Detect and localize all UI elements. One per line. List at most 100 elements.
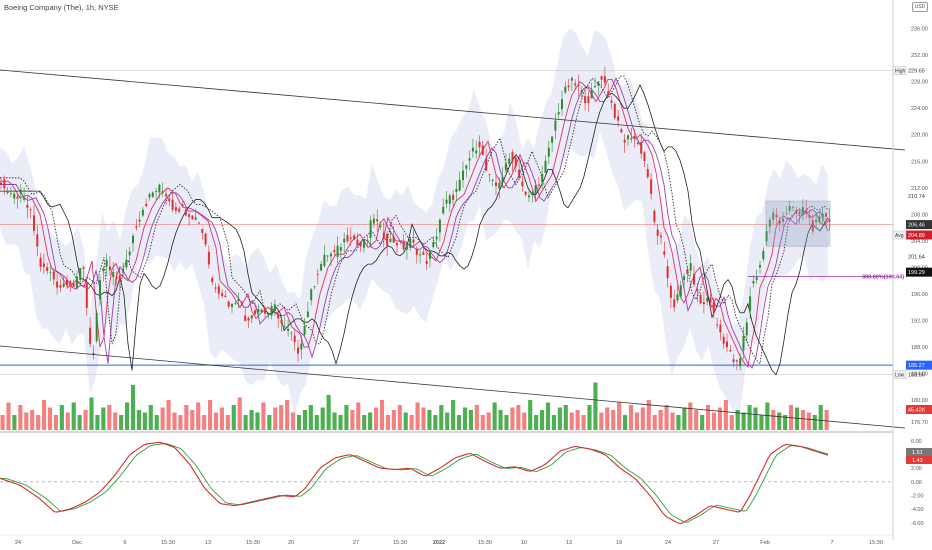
candle-body <box>419 254 422 256</box>
candle-body <box>92 352 95 355</box>
price-badge-label: High <box>895 69 906 75</box>
candle-body <box>594 86 596 88</box>
price-badge <box>906 267 932 277</box>
candle-body <box>739 358 742 367</box>
price-badge-tag <box>892 370 907 379</box>
candle-body <box>683 276 686 281</box>
candle-body <box>227 301 230 307</box>
volume-bar <box>516 405 521 430</box>
macd-panel: 6.004.002.000.00-2.00-4.00-6.001.511.43 <box>0 431 932 527</box>
candle-body <box>759 264 761 268</box>
volume-bar <box>480 415 485 430</box>
price-tick-label: 212.00 <box>911 186 928 192</box>
volume-bar <box>486 412 491 430</box>
volume-bar <box>130 385 136 430</box>
candle-body <box>224 295 227 298</box>
candle-body <box>828 218 831 223</box>
candle-body <box>132 235 134 244</box>
volume-bar <box>569 412 574 430</box>
macd-badge <box>906 456 932 464</box>
volume-bar <box>184 405 189 430</box>
candle-body <box>544 160 547 173</box>
candle-body <box>650 179 653 195</box>
candle-body <box>422 252 425 255</box>
volume-bar <box>706 405 711 430</box>
volume-bar <box>563 405 568 430</box>
candle-body <box>23 197 26 200</box>
candle-body <box>270 306 273 316</box>
candle-body <box>818 216 821 223</box>
volume-bar <box>178 415 183 430</box>
candle-body <box>778 220 781 224</box>
chart-title: Boeing Company (The), 1h, NYSE <box>4 3 119 12</box>
candle-body <box>297 347 299 354</box>
candle-body <box>330 253 332 257</box>
volume-bar <box>462 407 468 430</box>
volume-bar <box>285 400 290 430</box>
range-rectangle[interactable] <box>765 200 831 247</box>
volume-bar <box>125 402 130 430</box>
volume-bar <box>267 415 272 430</box>
candle-body <box>165 193 167 197</box>
trendlines <box>0 69 906 429</box>
volume-bar <box>208 400 213 430</box>
candle-body <box>640 141 643 154</box>
volume-bar <box>196 402 201 430</box>
candle-body <box>716 324 719 326</box>
candle-body <box>161 191 164 193</box>
volume-bar <box>356 402 361 430</box>
candle-body <box>808 215 811 218</box>
candle-body <box>201 229 204 233</box>
ema-fast-line <box>0 79 829 368</box>
volume-bar <box>670 412 675 430</box>
volume-bar <box>225 415 230 430</box>
candle-body <box>633 135 636 140</box>
candle-body <box>511 152 514 163</box>
candle-body <box>706 298 709 302</box>
time-tick-label: 6 <box>123 540 126 546</box>
candle-body <box>217 286 220 294</box>
volume-bar <box>6 402 11 430</box>
candle-body <box>468 158 471 161</box>
candle-body <box>752 281 755 284</box>
candle-body <box>471 147 474 152</box>
candle-body <box>415 249 418 255</box>
volume-bar <box>806 412 811 430</box>
candle-body <box>709 297 712 303</box>
volume-bar <box>350 410 355 430</box>
time-tick-label: 27 <box>713 540 719 546</box>
volume-bar <box>729 415 734 430</box>
volume-bar <box>415 402 420 430</box>
lower-trendline[interactable] <box>0 345 906 429</box>
candle-body <box>465 165 468 169</box>
volume-bar <box>160 407 165 430</box>
candle-body <box>105 259 108 267</box>
volume-bar <box>492 402 497 430</box>
candle-body <box>735 360 738 362</box>
price-tick-label: 204.00 <box>911 239 928 245</box>
candle-body <box>429 250 431 259</box>
candle-body <box>178 208 181 212</box>
price-badge-tag <box>892 66 907 75</box>
time-tick-label: 7 <box>830 540 833 546</box>
macd-signal-line <box>0 443 829 523</box>
volume-bar <box>439 405 444 430</box>
volume-bar <box>136 410 141 430</box>
volume-bar <box>18 405 23 430</box>
currency-badge[interactable]: USD <box>912 2 928 12</box>
volume-bar <box>593 382 598 430</box>
candle-body <box>396 243 398 246</box>
candle-body <box>409 238 412 248</box>
sma-line <box>0 84 829 376</box>
volume-bar <box>652 415 657 430</box>
volume-bar <box>202 415 207 430</box>
candle-body <box>570 78 573 81</box>
candle-body <box>257 308 260 313</box>
candle-body <box>574 83 577 86</box>
candle-body <box>95 312 98 342</box>
candle-body <box>646 168 649 178</box>
candle-body <box>815 219 818 223</box>
upper-trendline[interactable] <box>0 69 906 151</box>
volume-bar <box>172 412 177 430</box>
